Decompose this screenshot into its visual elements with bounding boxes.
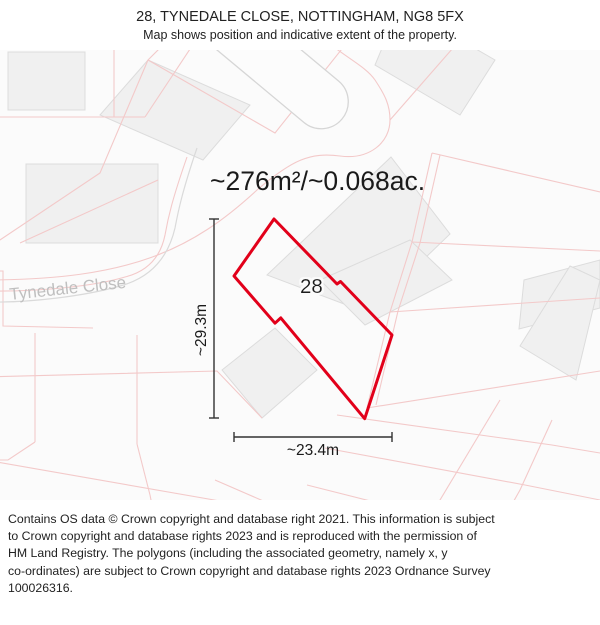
- svg-text:~23.4m: ~23.4m: [287, 442, 339, 459]
- svg-text:28: 28: [300, 275, 323, 298]
- svg-text:~276m²/~0.068ac.: ~276m²/~0.068ac.: [210, 166, 425, 196]
- svg-text:~29.3m: ~29.3m: [193, 304, 210, 356]
